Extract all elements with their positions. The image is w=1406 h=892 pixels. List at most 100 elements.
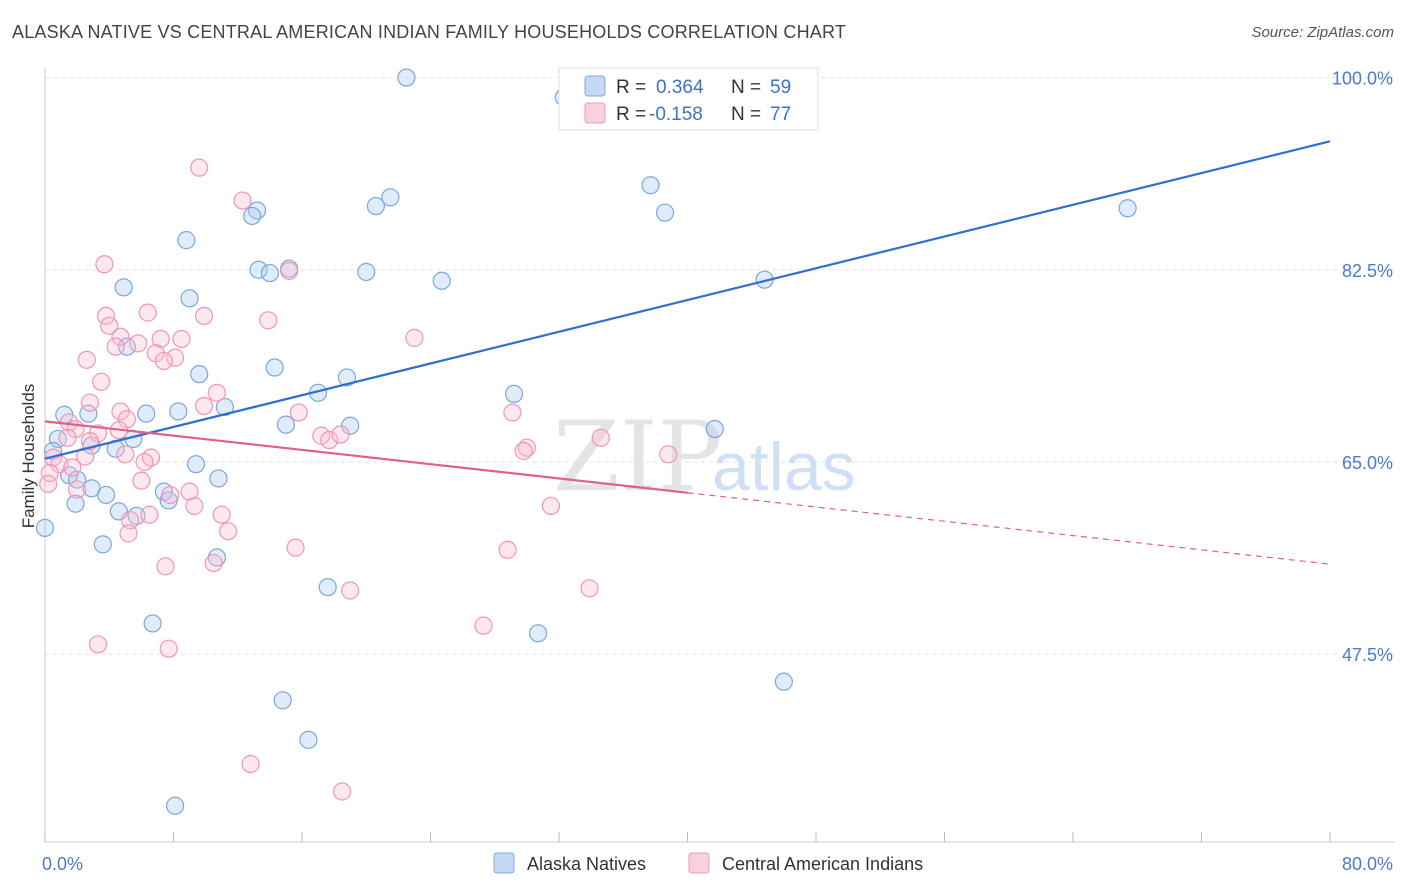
- y-tick-label-1: 65.0%: [1342, 453, 1393, 473]
- central-point-60: [286, 538, 305, 557]
- central-point-2: [95, 255, 114, 274]
- central-point-33: [331, 425, 350, 444]
- central-point-38: [514, 441, 533, 461]
- alaska-point-25: [215, 397, 234, 417]
- central-point-67: [88, 635, 108, 654]
- central-point-5: [138, 303, 157, 322]
- central-point-52: [180, 482, 199, 501]
- legend-r-value-alaska: 0.364: [656, 77, 704, 98]
- legend-r-label-alaska: R =: [616, 77, 646, 98]
- central-point-63: [156, 557, 175, 576]
- central-point-4: [96, 306, 116, 326]
- central-point-50: [68, 480, 87, 499]
- central-point-21: [194, 396, 214, 416]
- alaska-point-15: [432, 271, 451, 290]
- legend-swatch-central: [584, 102, 606, 124]
- chart-title: ALASKA NATIVE VS CENTRAL AMERICAN INDIAN…: [12, 22, 847, 42]
- alaska-point-33: [48, 429, 67, 449]
- alaska-point-43: [96, 485, 116, 505]
- central-point-35: [58, 428, 77, 447]
- alaska-point-6: [366, 196, 385, 216]
- alaska-point-57: [299, 730, 318, 749]
- y-tick-label-0: 47.5%: [1342, 645, 1393, 665]
- central-point-66: [474, 616, 493, 635]
- central-point-23: [289, 403, 308, 422]
- alaska-point-18: [180, 289, 199, 308]
- alaska-point-49: [35, 518, 55, 537]
- y-axis-title: Family Households: [19, 384, 38, 529]
- alaska-point-20: [265, 358, 284, 377]
- y-tick-label-3: 100.0%: [1332, 69, 1393, 89]
- central-point-49: [132, 471, 151, 490]
- alaska-point-29: [169, 402, 188, 421]
- alaska-point-24: [504, 384, 524, 403]
- alaska-point-7: [247, 201, 267, 220]
- bottom-legend-swatch-alaska: [493, 852, 515, 874]
- alaska-point-51: [207, 548, 226, 567]
- central-point-64: [341, 581, 360, 600]
- legend-n-label-central: N =: [731, 104, 761, 125]
- alaska-point-4: [1118, 199, 1137, 218]
- central-point-68: [159, 639, 178, 658]
- alaska-point-38: [186, 455, 206, 474]
- alaska-trend-line: [44, 140, 1331, 460]
- trend-lines: [44, 140, 1331, 565]
- alaska-point-56: [273, 691, 292, 710]
- central-point-9: [111, 327, 130, 346]
- bottom-legend-label-alaska: Alaska Natives: [527, 854, 646, 874]
- alaska-point-41: [209, 469, 228, 488]
- central-point-69: [241, 754, 260, 774]
- bottom-legend-label-central: Central American Indians: [722, 854, 923, 874]
- central-trend-line-extension: [687, 492, 1331, 565]
- x-tick-label-0: 0.0%: [42, 854, 83, 874]
- alaska-point-55: [774, 672, 793, 691]
- alaska-point-52: [318, 578, 337, 597]
- alaska-point-10: [177, 231, 196, 250]
- alaska-point-58: [166, 796, 185, 815]
- alaska-point-0: [397, 68, 416, 87]
- central-point-58: [219, 522, 238, 541]
- central-point-24: [503, 403, 522, 422]
- legend-swatch-alaska: [584, 75, 606, 97]
- alaska-point-40: [68, 470, 87, 489]
- alaska-point-9: [655, 203, 675, 222]
- central-point-44: [135, 452, 154, 472]
- central-point-10: [151, 329, 170, 349]
- legend-r-label-central: R =: [616, 104, 646, 125]
- alaska-point-13: [260, 263, 279, 283]
- alaska-point-45: [66, 494, 85, 513]
- central-point-11: [172, 329, 191, 349]
- alaska-point-54: [529, 624, 548, 643]
- central-point-0: [190, 158, 209, 177]
- central-point-22: [80, 393, 100, 412]
- y-tick-labels: 47.5% 65.0% 82.5% 100.0%: [1332, 69, 1393, 666]
- grid-lines: [45, 77, 1395, 655]
- legend-n-value-alaska: 59: [770, 77, 791, 98]
- central-point-59: [119, 524, 138, 543]
- legend-n-value-central: 77: [770, 104, 791, 125]
- central-point-1: [233, 191, 252, 210]
- alaska-point-30: [276, 415, 296, 434]
- central-point-32: [320, 430, 339, 450]
- alaska-point-14: [357, 262, 376, 282]
- watermark-zip: ZIP: [553, 401, 722, 513]
- central-point-12: [405, 328, 424, 347]
- central-point-53: [185, 496, 204, 516]
- central-point-7: [259, 311, 278, 330]
- central-point-65: [580, 579, 599, 598]
- x-tick-label-1: 80.0%: [1342, 854, 1393, 874]
- central-point-19: [92, 372, 111, 391]
- central-point-34: [591, 428, 610, 447]
- central-point-70: [333, 782, 352, 801]
- central-point-54: [541, 496, 561, 516]
- y-tick-label-2: 82.5%: [1342, 261, 1393, 281]
- bottom-legend: Alaska Natives Central American Indians: [493, 852, 923, 874]
- alaska-point-53: [143, 614, 162, 633]
- central-point-42: [116, 445, 135, 464]
- alaska-point-32: [705, 419, 724, 439]
- central-point-62: [204, 553, 223, 573]
- legend-n-label-alaska: N =: [731, 77, 761, 98]
- central-point-39: [659, 445, 678, 464]
- legend-r-value-central: -0.158: [649, 104, 703, 125]
- central-point-61: [498, 540, 517, 559]
